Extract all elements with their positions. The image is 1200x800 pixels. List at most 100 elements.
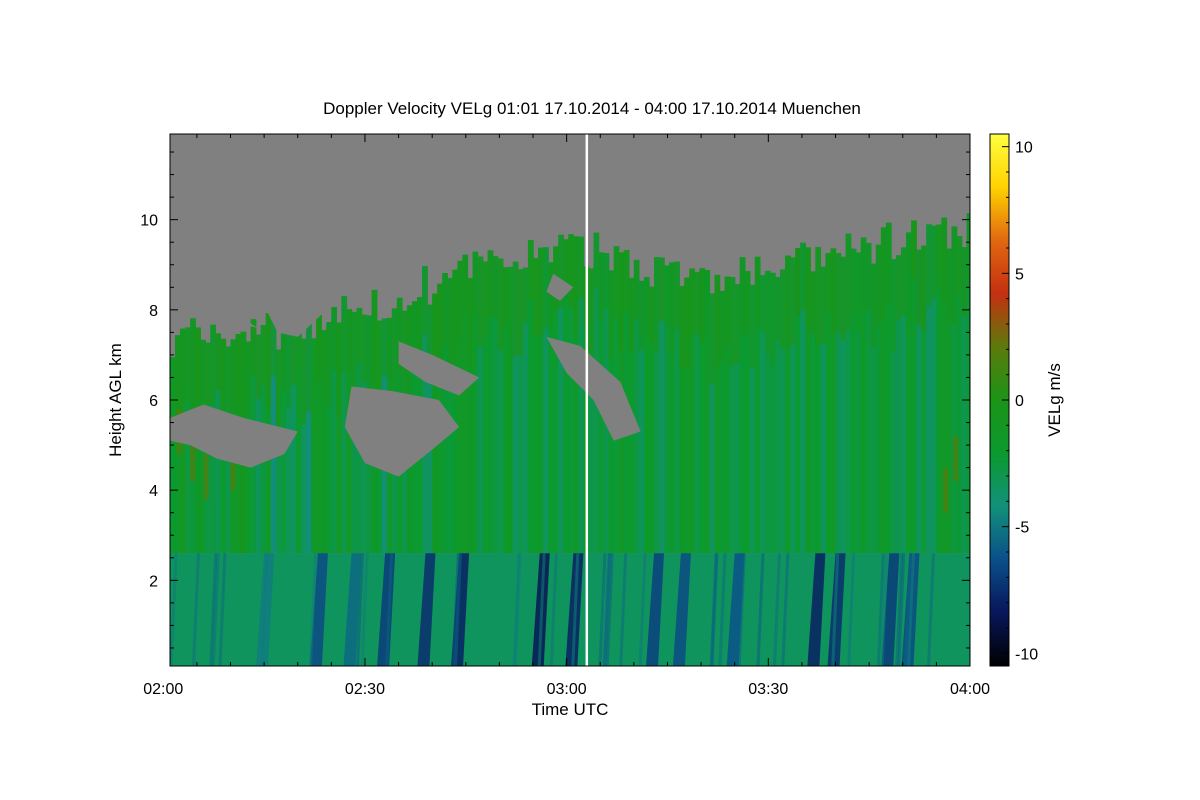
velocity-upper-column (462, 254, 469, 313)
velocity-upper-column (744, 271, 751, 333)
downdraft-streak (756, 553, 765, 666)
velocity-upper-column (396, 297, 403, 371)
velocity-upper-column (830, 248, 837, 334)
downdraft-streak (807, 553, 826, 666)
downdraft-streak (927, 553, 935, 666)
no-data-gap (264, 278, 332, 337)
velocity-upper-column (417, 297, 423, 373)
velocity-upper-column (467, 278, 474, 366)
velocity-upper-column (533, 258, 539, 337)
boundary-layer (170, 553, 970, 666)
velocity-upper-column (855, 252, 862, 333)
velocity-upper-column (543, 247, 549, 330)
velocity-column (341, 296, 348, 554)
velocity-column (331, 307, 337, 554)
velocity-upper-column (593, 232, 600, 289)
velocity-upper-column (820, 266, 827, 344)
velocity-column (714, 274, 721, 554)
velocity-upper-column (235, 333, 242, 412)
downdraft-streak (603, 553, 612, 666)
downdraft-streak (170, 553, 178, 666)
velocity-column (643, 277, 650, 554)
downdraft-streak (211, 553, 220, 666)
velocity-upper-column (427, 304, 433, 363)
velocity-column (573, 236, 580, 554)
velocity-upper-column (961, 247, 968, 317)
velocity-upper-column (603, 253, 610, 310)
velocity-column (311, 338, 317, 554)
plot-area (170, 134, 970, 666)
velocity-upper-column (376, 320, 383, 416)
velocity-column (885, 222, 892, 554)
velocity-upper-column (931, 225, 937, 299)
velocity-column (739, 257, 746, 554)
velocity-upper-column (245, 341, 252, 414)
velocity-upper-column (719, 290, 726, 363)
velocity-upper-column (759, 275, 766, 332)
velocity-upper-column (916, 249, 922, 326)
velocity-upper-column (648, 286, 655, 343)
downdraft-streak (847, 553, 856, 666)
velocity-upper-column (578, 236, 585, 298)
velocity-upper-column (457, 260, 464, 337)
velocity-upper-column (638, 280, 645, 351)
y-tick-label: 4 (149, 483, 158, 500)
downdraft-streak (343, 553, 362, 666)
velocity-upper-column (825, 253, 832, 310)
velocity-upper-column (512, 261, 519, 357)
velocity-upper-column (487, 250, 494, 317)
velocity-upper-column (482, 261, 489, 336)
velocity-upper-column (497, 258, 504, 350)
velocity-upper-column (941, 217, 948, 305)
downdraft-streak (831, 553, 840, 666)
downdraft-streak (571, 553, 580, 666)
x-tick-label: 03:30 (748, 681, 788, 698)
velocity-column (870, 263, 877, 554)
y-axis-label: Height AGL km (106, 343, 125, 457)
colorbar-tick-label: -10 (1015, 646, 1038, 663)
velocity-column (492, 256, 499, 554)
velocity-upper-column (936, 224, 943, 286)
velocity-upper-column (507, 266, 514, 327)
updraft-streak (943, 467, 949, 513)
velocity-upper-column (810, 271, 816, 334)
velocity-column (790, 257, 796, 554)
downdraft-streak (513, 553, 522, 666)
velocity-column (507, 266, 514, 554)
velocity-upper-column (321, 330, 327, 395)
velocity-column (588, 268, 595, 554)
velocity-column (452, 269, 458, 554)
downdraft-streak (646, 553, 665, 666)
no-data-gap (546, 336, 641, 441)
velocity-upper-column (260, 325, 267, 386)
velocity-column (316, 307, 322, 554)
velocity-upper-column (366, 315, 373, 405)
velocity-column (553, 246, 559, 554)
y-tick-label: 8 (149, 303, 158, 320)
cloud-gap-layer (170, 269, 641, 477)
x-tick-label: 03:00 (547, 681, 587, 698)
velocity-upper-column (946, 248, 953, 319)
velocity-upper-column (573, 236, 580, 332)
velocity-upper-column (437, 283, 443, 374)
velocity-upper-column (926, 224, 932, 307)
velocity-column (926, 224, 932, 554)
velocity-upper-column (674, 261, 680, 330)
velocity-upper-column (785, 255, 791, 349)
no-data-gap (344, 386, 460, 477)
velocity-upper-column (754, 256, 761, 327)
velocity-upper-column (240, 331, 247, 418)
velocity-column (901, 247, 907, 554)
velocity-upper-column (538, 247, 544, 335)
velocity-upper-column (502, 267, 509, 327)
velocity-upper-column (472, 251, 479, 317)
velocity-column (780, 269, 786, 554)
velocity-upper-column (442, 273, 448, 346)
velocity-upper-column (679, 285, 685, 371)
velocity-upper-column (770, 272, 776, 365)
velocity-upper-column (749, 284, 756, 368)
velocity-upper-column (643, 277, 650, 334)
velocity-column (694, 272, 701, 554)
velocity-upper-column (356, 307, 363, 364)
velocity-column (684, 277, 690, 554)
